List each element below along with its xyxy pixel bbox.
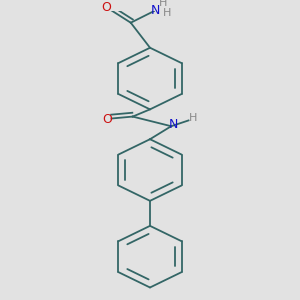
Text: H: H [189, 112, 197, 122]
Text: N: N [151, 4, 160, 17]
Text: N: N [168, 118, 178, 131]
Text: H: H [163, 8, 172, 18]
Text: H: H [159, 0, 168, 8]
Text: O: O [102, 1, 112, 14]
Text: O: O [103, 113, 112, 126]
